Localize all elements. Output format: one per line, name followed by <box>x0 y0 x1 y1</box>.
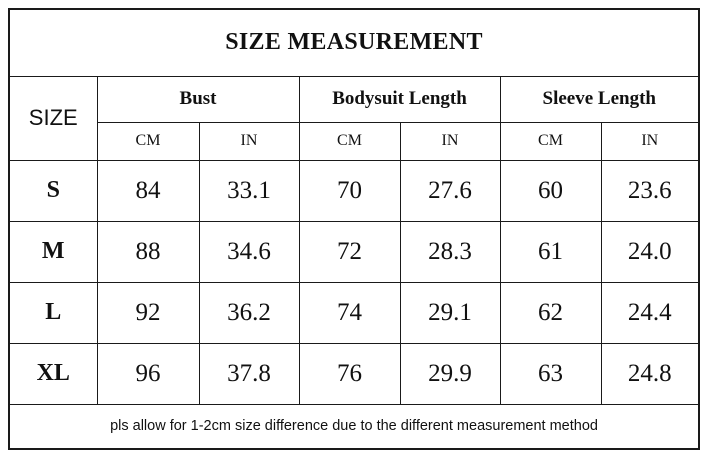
unit-header-row: CM IN CM IN CM IN <box>10 121 699 161</box>
table-row: L 92 36.2 74 29.1 62 24.4 <box>10 281 699 344</box>
bodysuit-length-header: Bodysuit Length <box>298 75 501 123</box>
value-cell: 24.0 <box>600 220 699 283</box>
value-cell: 33.1 <box>198 159 300 222</box>
table-row: XL 96 37.8 76 29.9 63 24.8 <box>10 342 699 405</box>
value-cell: 84 <box>96 159 200 222</box>
value-cell: 36.2 <box>198 281 300 344</box>
table-title: SIZE MEASUREMENT <box>10 10 699 77</box>
value-cell: 74 <box>298 281 401 344</box>
size-label: S <box>10 159 98 222</box>
size-label: L <box>10 281 98 344</box>
size-column-header: SIZE <box>10 75 98 161</box>
unit-header: CM <box>499 121 602 161</box>
table-row: M 88 34.6 72 28.3 61 24.0 <box>10 220 699 283</box>
table-row: S 84 33.1 70 27.6 60 23.6 <box>10 159 699 222</box>
size-table: SIZE MEASUREMENT SIZE Bust Bodysuit Leng… <box>10 10 699 448</box>
measurement-note: pls allow for 1-2cm size difference due … <box>10 403 699 448</box>
note-row: pls allow for 1-2cm size difference due … <box>10 403 699 448</box>
unit-header: CM <box>298 121 401 161</box>
value-cell: 29.9 <box>399 342 501 405</box>
unit-header: IN <box>198 121 300 161</box>
value-cell: 23.6 <box>600 159 699 222</box>
size-chart: SIZE MEASUREMENT SIZE Bust Bodysuit Leng… <box>8 8 700 450</box>
unit-header: CM <box>97 121 200 161</box>
value-cell: 76 <box>298 342 401 405</box>
value-cell: 61 <box>499 220 602 283</box>
value-cell: 24.8 <box>600 342 699 405</box>
value-cell: 34.6 <box>198 220 300 283</box>
value-cell: 92 <box>96 281 200 344</box>
value-cell: 72 <box>298 220 401 283</box>
sleeve-length-header: Sleeve Length <box>499 75 699 123</box>
value-cell: 28.3 <box>399 220 501 283</box>
value-cell: 62 <box>499 281 602 344</box>
value-cell: 63 <box>499 342 602 405</box>
value-cell: 70 <box>298 159 401 222</box>
unit-header: IN <box>600 121 699 161</box>
value-cell: 88 <box>96 220 200 283</box>
size-label: XL <box>10 342 98 405</box>
group-header-row: SIZE Bust Bodysuit Length Sleeve Length <box>10 75 699 161</box>
value-cell: 29.1 <box>399 281 501 344</box>
value-cell: 37.8 <box>198 342 300 405</box>
unit-header: IN <box>399 121 501 161</box>
value-cell: 27.6 <box>399 159 501 222</box>
size-label: M <box>10 220 98 283</box>
value-cell: 24.4 <box>600 281 699 344</box>
value-cell: 96 <box>96 342 200 405</box>
title-row: SIZE MEASUREMENT <box>10 10 699 77</box>
bust-header: Bust <box>96 75 300 123</box>
value-cell: 60 <box>499 159 602 222</box>
